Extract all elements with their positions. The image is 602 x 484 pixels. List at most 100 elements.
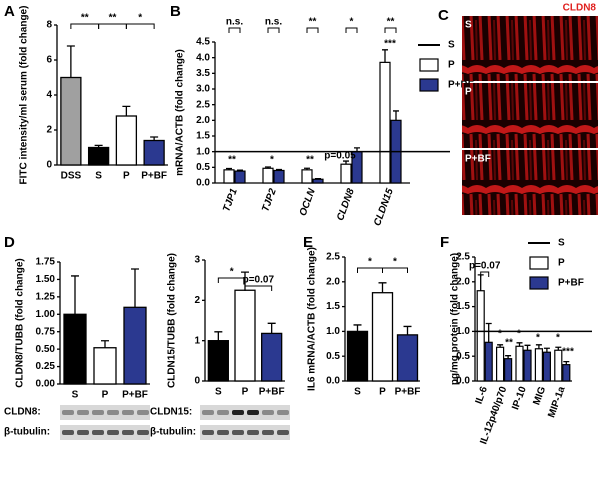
annotation: * — [556, 333, 560, 344]
annotation: * — [368, 257, 372, 268]
image-label: S — [465, 20, 472, 31]
blot-band — [137, 410, 149, 415]
x-tick-label: S — [72, 390, 79, 401]
y-axis-title: pg/mg protein (fold change) — [450, 253, 461, 385]
significance-bracket — [384, 27, 397, 33]
significance-bracket — [98, 23, 127, 29]
micrograph — [462, 16, 598, 81]
panel-letter: C — [438, 7, 449, 24]
x-tick-label: CLDN8 — [335, 187, 357, 222]
bar — [63, 313, 87, 385]
significance-bracket — [306, 27, 319, 33]
y-tick-label: 1.00 — [36, 309, 56, 320]
bar — [346, 330, 369, 382]
annotation: * — [138, 13, 142, 24]
bar — [115, 115, 138, 166]
x-tick-label: P+BF — [395, 387, 421, 398]
x-tick-label: P+BF — [122, 390, 148, 401]
y-tick-label: 2.0 — [456, 276, 470, 287]
significance-bracket — [480, 271, 490, 277]
x-tick-label: TJP2 — [260, 187, 279, 214]
x-tick-label: P — [242, 387, 249, 398]
micrograph — [462, 150, 598, 215]
micrograph — [462, 83, 598, 148]
annotation: p=0.07 — [243, 275, 275, 286]
bar — [476, 290, 485, 382]
x-tick-label: IL-6 — [474, 385, 491, 406]
y-tick-label: 0.50 — [36, 344, 56, 355]
annotation: p=0.07 — [469, 261, 501, 272]
y-tick-label: 1.0 — [326, 326, 340, 337]
y-tick-label: 1.5 — [196, 131, 210, 142]
blot-band — [62, 410, 74, 415]
significance-bracket — [70, 23, 100, 29]
y-tick-label: 0.00 — [36, 379, 56, 390]
y-tick-label: 1 — [194, 335, 200, 346]
annotation: ** — [306, 155, 314, 166]
bar — [562, 364, 571, 382]
blot-band — [262, 430, 274, 435]
bar — [143, 139, 165, 166]
bar — [396, 334, 419, 382]
y-tick-label: 1.50 — [36, 274, 56, 285]
x-tick-label: P — [379, 387, 386, 398]
bar — [93, 347, 117, 385]
significance-bracket — [382, 267, 408, 273]
bar — [234, 289, 256, 382]
error-bar — [382, 49, 388, 63]
annotation: * — [393, 257, 397, 268]
y-tick-label: 6 — [46, 55, 52, 66]
blot-image — [200, 425, 290, 440]
x-tick-label: P — [123, 171, 130, 182]
annotation: * — [270, 155, 274, 166]
significance-bracket — [244, 285, 273, 291]
significance-bracket — [357, 267, 383, 273]
y-tick-label: 3.5 — [196, 68, 210, 79]
y-tick-label: 1.0 — [456, 326, 470, 337]
y-tick-label: 2.5 — [326, 252, 340, 263]
blot-label: CLDN15: — [150, 407, 192, 418]
error-bar — [543, 347, 550, 353]
annotation: ** — [387, 17, 395, 28]
annotation: ** — [505, 338, 513, 349]
error-bar — [485, 322, 492, 343]
error-bar — [101, 340, 109, 348]
significance-bracket — [345, 27, 358, 33]
y-tick-label: 2.5 — [196, 99, 210, 110]
annotation: n.s. — [226, 17, 243, 28]
y-tick-label: 4.5 — [196, 37, 210, 48]
blot-label: CLDN8: — [4, 407, 41, 418]
y-tick-label: 4 — [46, 90, 52, 101]
blot-band — [202, 430, 214, 435]
y-tick-label: 0.25 — [36, 361, 56, 372]
blot-band — [122, 410, 134, 415]
x-tick-label: CLDN15 — [372, 187, 396, 228]
bar — [515, 345, 524, 382]
annotation: *** — [562, 347, 574, 358]
y-tick-label: 0.5 — [456, 351, 470, 362]
bar — [523, 349, 532, 382]
bar — [261, 332, 283, 382]
blot-band — [217, 430, 229, 435]
annotation: * — [498, 329, 502, 340]
bar — [312, 178, 324, 184]
blot-label: β-tubulin: — [4, 427, 50, 438]
image-title: CLDN8 — [563, 3, 597, 14]
blot-band — [217, 410, 229, 415]
blot-band — [232, 410, 244, 415]
significance-bracket — [125, 23, 155, 29]
panel-letter: F — [440, 234, 449, 251]
x-tick-label: OCLN — [298, 186, 318, 217]
y-axis-title: IL6 mRNA/ACTB (fold change) — [307, 247, 318, 391]
blot-band — [232, 430, 244, 435]
blot-image — [60, 405, 150, 420]
y-tick-label: 0 — [194, 376, 200, 387]
x-tick-label: P+BF — [141, 171, 167, 182]
y-tick-label: 0.0 — [456, 376, 470, 387]
significance-bracket — [228, 27, 241, 33]
blot-band — [92, 430, 104, 435]
blot-band — [277, 410, 289, 415]
blot-image — [200, 405, 290, 420]
error-bar — [535, 344, 542, 349]
